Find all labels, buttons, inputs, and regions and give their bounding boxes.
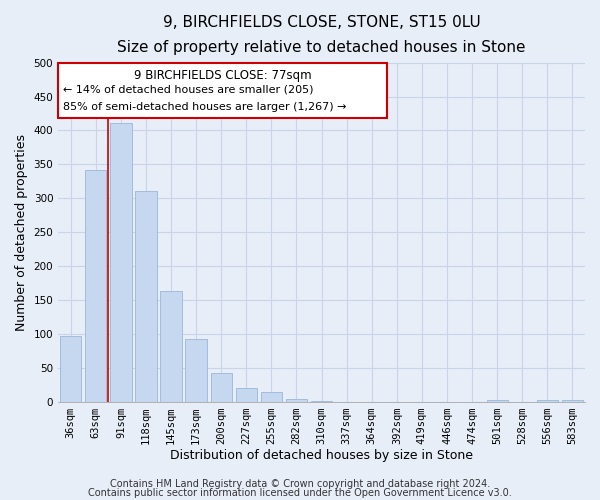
Text: Contains public sector information licensed under the Open Government Licence v3: Contains public sector information licen… (88, 488, 512, 498)
Bar (185, 338, 207, 402)
Bar (562, 400, 583, 402)
Text: 85% of semi-detached houses are larger (1,267) →: 85% of semi-detached houses are larger (… (64, 102, 347, 112)
Bar (110, 123, 131, 402)
Y-axis label: Number of detached properties: Number of detached properties (15, 134, 28, 330)
Bar (136, 191, 157, 402)
Text: Contains HM Land Registry data © Crown copyright and database right 2024.: Contains HM Land Registry data © Crown c… (110, 479, 490, 489)
Title: 9, BIRCHFIELDS CLOSE, STONE, ST15 0LU
Size of property relative to detached hous: 9, BIRCHFIELDS CLOSE, STONE, ST15 0LU Si… (118, 15, 526, 54)
Bar (60, 336, 82, 402)
Bar (261, 392, 282, 402)
Text: ← 14% of detached houses are smaller (205): ← 14% of detached houses are smaller (20… (64, 84, 314, 94)
Bar (311, 401, 332, 402)
Bar (487, 400, 508, 402)
Bar (537, 400, 558, 402)
FancyBboxPatch shape (58, 62, 388, 118)
Bar (211, 373, 232, 402)
Bar (160, 291, 182, 402)
Bar (286, 399, 307, 402)
Text: 9 BIRCHFIELDS CLOSE: 77sqm: 9 BIRCHFIELDS CLOSE: 77sqm (134, 70, 311, 82)
Bar (236, 388, 257, 402)
Bar (85, 170, 106, 402)
X-axis label: Distribution of detached houses by size in Stone: Distribution of detached houses by size … (170, 450, 473, 462)
